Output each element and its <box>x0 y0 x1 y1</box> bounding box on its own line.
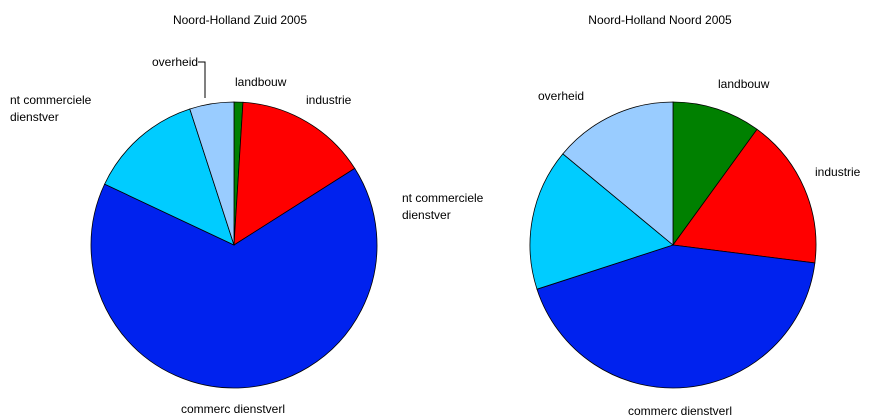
slice-label: nt commerciele dienstver <box>402 191 484 222</box>
chart-title: Noord-Holland Noord 2005 <box>588 13 732 27</box>
slice-label: overheid <box>152 55 199 69</box>
pie-slice <box>536 244 816 389</box>
slice-label: commerc dienstverl <box>180 402 286 416</box>
pie-slice <box>562 101 674 246</box>
chart-title: Noord-Holland Zuid 2005 <box>172 13 308 27</box>
pie-slice <box>233 101 356 246</box>
leader-line <box>198 61 206 98</box>
pie-slice <box>90 167 378 389</box>
pie-slice <box>104 108 235 246</box>
slice-label: commerc dienstverl <box>627 404 733 418</box>
slice-label: landbouw <box>718 77 770 91</box>
slice-label: overheid <box>538 89 585 103</box>
slice-label: landbouw <box>235 75 287 89</box>
slice-label: nt commerciele dienstver <box>10 93 92 124</box>
pie-slice <box>672 128 817 264</box>
pie-slice <box>189 101 235 246</box>
pie-slice <box>529 153 674 290</box>
slice-label: industrie <box>815 165 861 179</box>
slice-label: industrie <box>306 93 352 107</box>
pie-slice <box>672 101 758 247</box>
